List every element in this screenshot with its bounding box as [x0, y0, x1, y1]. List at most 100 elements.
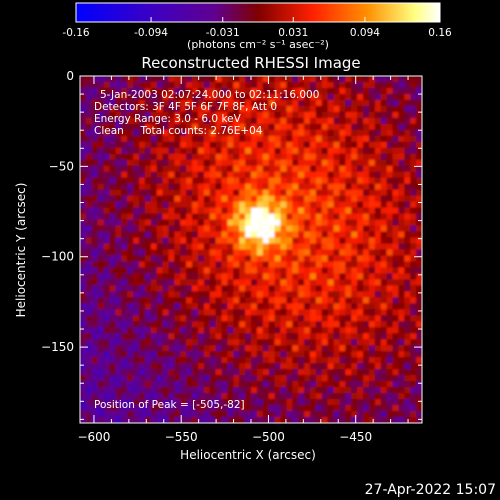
heatmap-cell [251, 399, 258, 406]
heatmap-cell [215, 405, 223, 412]
heatmap-cell [392, 345, 400, 352]
heatmap-cell [227, 111, 234, 119]
heatmap-cell [304, 105, 311, 113]
heatmap-cell [298, 243, 305, 251]
heatmap-cell [197, 333, 205, 340]
heatmap-cell [115, 117, 122, 125]
heatmap-cell [144, 357, 152, 364]
heatmap-cell [221, 153, 229, 161]
heatmap-cell [91, 333, 99, 340]
heatmap-cell [180, 105, 187, 113]
heatmap-cell [280, 213, 287, 221]
heatmap-cell [256, 345, 264, 352]
heatmap-cell [133, 195, 140, 203]
heatmap-cell [392, 207, 400, 215]
heatmap-cell [133, 273, 140, 281]
heatmap-cell [227, 195, 234, 203]
heatmap-cell [327, 369, 335, 376]
heatmap-cell [309, 105, 317, 113]
heatmap-cell [374, 309, 382, 316]
heatmap-cell [416, 267, 422, 275]
heatmap-cell [256, 183, 264, 191]
heatmap-cell [192, 309, 199, 316]
heatmap-cell [333, 159, 341, 167]
heatmap-cell [197, 129, 205, 137]
heatmap-cell [339, 393, 346, 400]
heatmap-cell [298, 261, 305, 269]
heatmap-cell [268, 231, 276, 239]
heatmap-cell [315, 117, 323, 125]
heatmap-cell [97, 279, 105, 286]
heatmap-cell [186, 303, 193, 310]
heatmap-cell [251, 99, 258, 107]
heatmap-cell [138, 207, 146, 215]
heatmap-cell [168, 351, 175, 358]
heatmap-cell [85, 393, 93, 400]
heatmap-cell [256, 237, 264, 245]
heatmap-cell [262, 237, 270, 245]
heatmap-cell [162, 333, 170, 340]
heatmap-cell [121, 117, 128, 125]
heatmap-cell [121, 375, 128, 382]
heatmap-cell [321, 189, 329, 197]
heatmap-cell [209, 159, 217, 167]
heatmap-cell [345, 279, 352, 286]
heatmap-cell [203, 387, 211, 394]
heatmap-cell [203, 393, 211, 400]
heatmap-cell [156, 357, 164, 364]
heatmap-cell [339, 93, 346, 101]
heatmap-cell [138, 261, 146, 269]
heatmap-cell [256, 381, 264, 388]
heatmap-cell [245, 195, 252, 203]
heatmap-cell [138, 387, 146, 394]
heatmap-cell [85, 309, 93, 316]
heatmap-cell [410, 339, 417, 346]
heatmap-cell [398, 399, 405, 406]
heatmap-cell [357, 111, 364, 119]
heatmap-cell [386, 249, 394, 257]
colorbar: -0.16 -0.094 -0.031 0.031 0.094 0.16 (photons… [62, 2, 452, 51]
heatmap-cell [115, 141, 122, 149]
heatmap-cell [197, 297, 205, 304]
heatmap-cell [304, 141, 311, 149]
heatmap-cell [410, 291, 417, 298]
heatmap-cell [304, 87, 311, 95]
heatmap-cell [80, 189, 87, 197]
heatmap-cell [298, 279, 305, 286]
heatmap-cell [180, 129, 187, 137]
heatmap-cell [321, 171, 329, 179]
heatmap-cell [345, 273, 352, 281]
heatmap-cell [286, 105, 293, 113]
heatmap-cell [109, 171, 116, 179]
heatmap-cell [127, 159, 134, 167]
heatmap-cell [374, 327, 382, 334]
heatmap-cell [292, 195, 299, 203]
heatmap-cell [186, 291, 193, 298]
heatmap-cell [115, 159, 122, 167]
heatmap-cell [115, 243, 122, 251]
heatmap-cell [239, 285, 246, 292]
heatmap-cell [298, 141, 305, 149]
heatmap-cell [121, 321, 128, 328]
heatmap-cell [345, 81, 352, 89]
heatmap-cell [262, 375, 270, 382]
heatmap-cell [144, 195, 152, 203]
heatmap-cell [374, 285, 382, 292]
heatmap-cell [209, 405, 217, 412]
heatmap-cell [138, 309, 146, 316]
heatmap-cell [380, 105, 388, 113]
heatmap-cell [186, 261, 193, 269]
heatmap-cell [262, 195, 270, 203]
heatmap-cell [292, 267, 299, 275]
heatmap-cell [168, 399, 175, 406]
heatmap-cell [174, 177, 181, 185]
heatmap-cell [91, 183, 99, 191]
heatmap-cell [315, 243, 323, 251]
heatmap-cell [197, 375, 205, 382]
heatmap-cell [251, 351, 258, 358]
heatmap-cell [133, 303, 140, 310]
heatmap-cell [333, 369, 341, 376]
heatmap-cell [180, 351, 187, 358]
heatmap-cell [109, 207, 116, 215]
heatmap-cell [345, 399, 352, 406]
